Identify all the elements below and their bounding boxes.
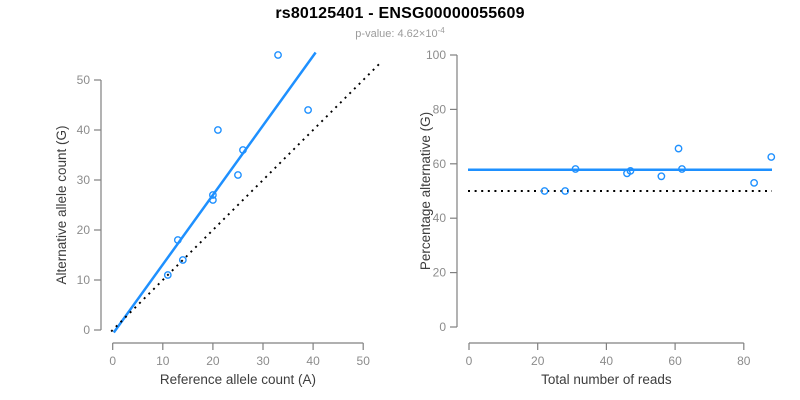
x-tick-label: 0	[109, 354, 116, 368]
x-tick-label: 10	[156, 354, 170, 368]
y-tick-label: 0	[439, 320, 446, 334]
allele-count-scatter: 0 10 20 30 40 50 0 10 20 30 40 50 Reference allele c…	[54, 51, 380, 387]
data-point	[571, 165, 580, 173]
y-tick-label: 50	[77, 73, 91, 87]
y-tick-label: 40	[77, 123, 91, 137]
data-point	[239, 146, 247, 154]
x-tick-label: 80	[737, 354, 751, 368]
data-point	[163, 271, 172, 279]
p-value-exponent: -4	[437, 26, 445, 35]
data-point	[304, 106, 312, 114]
x-tick-label: 20	[531, 354, 545, 368]
data-point	[626, 166, 635, 175]
x-tick-label: 50	[357, 354, 371, 368]
data-point	[178, 256, 187, 264]
x-tick-label: 60	[668, 354, 682, 368]
data-point	[208, 196, 217, 204]
data-point	[767, 153, 776, 161]
y-tick-label: 10	[77, 273, 91, 287]
y-tick-label: 20	[77, 223, 91, 237]
data-point	[214, 126, 222, 134]
data-point	[208, 191, 217, 199]
x-tick-label: 20	[206, 354, 220, 368]
data-point	[234, 171, 242, 179]
data-point	[540, 187, 549, 195]
data-point	[561, 187, 570, 195]
y-tick-label: 30	[77, 173, 91, 187]
x-tick-label: 40	[306, 354, 320, 368]
y-tick-label: 100	[426, 48, 446, 62]
y-tick-label: 60	[433, 157, 447, 171]
y-tick-label: 40	[433, 211, 447, 225]
data-point	[657, 172, 666, 181]
chart-title: rs80125401 - ENSG00000055609	[275, 5, 525, 22]
x-axis-title: Total number of reads	[541, 372, 672, 387]
y-tick-label: 0	[83, 323, 90, 337]
y-axis-title: Alternative allele count (G)	[54, 125, 69, 284]
y-tick-label: 20	[433, 266, 447, 280]
data-point	[274, 51, 282, 59]
data-point	[750, 178, 759, 187]
y-axis-title: Percentage alternative (G)	[418, 112, 433, 270]
identity-line	[110, 63, 380, 333]
data-point	[674, 144, 683, 153]
data-point	[173, 236, 182, 244]
y-tick-label: 80	[433, 102, 447, 116]
data-point	[678, 165, 686, 173]
p-value-text: p-value: 4.62×10	[355, 28, 438, 40]
p-value-subtitle: p-value: 4.62×10-4	[0, 26, 800, 40]
x-tick-label: 0	[466, 354, 473, 368]
x-tick-label: 30	[256, 354, 270, 368]
percentage-reads-scatter: 0 20 40 60 80 100 0 20 40 60 80 Total number of rea…	[418, 48, 776, 387]
x-tick-label: 40	[600, 354, 614, 368]
x-axis-title: Reference allele count (A)	[160, 372, 316, 387]
